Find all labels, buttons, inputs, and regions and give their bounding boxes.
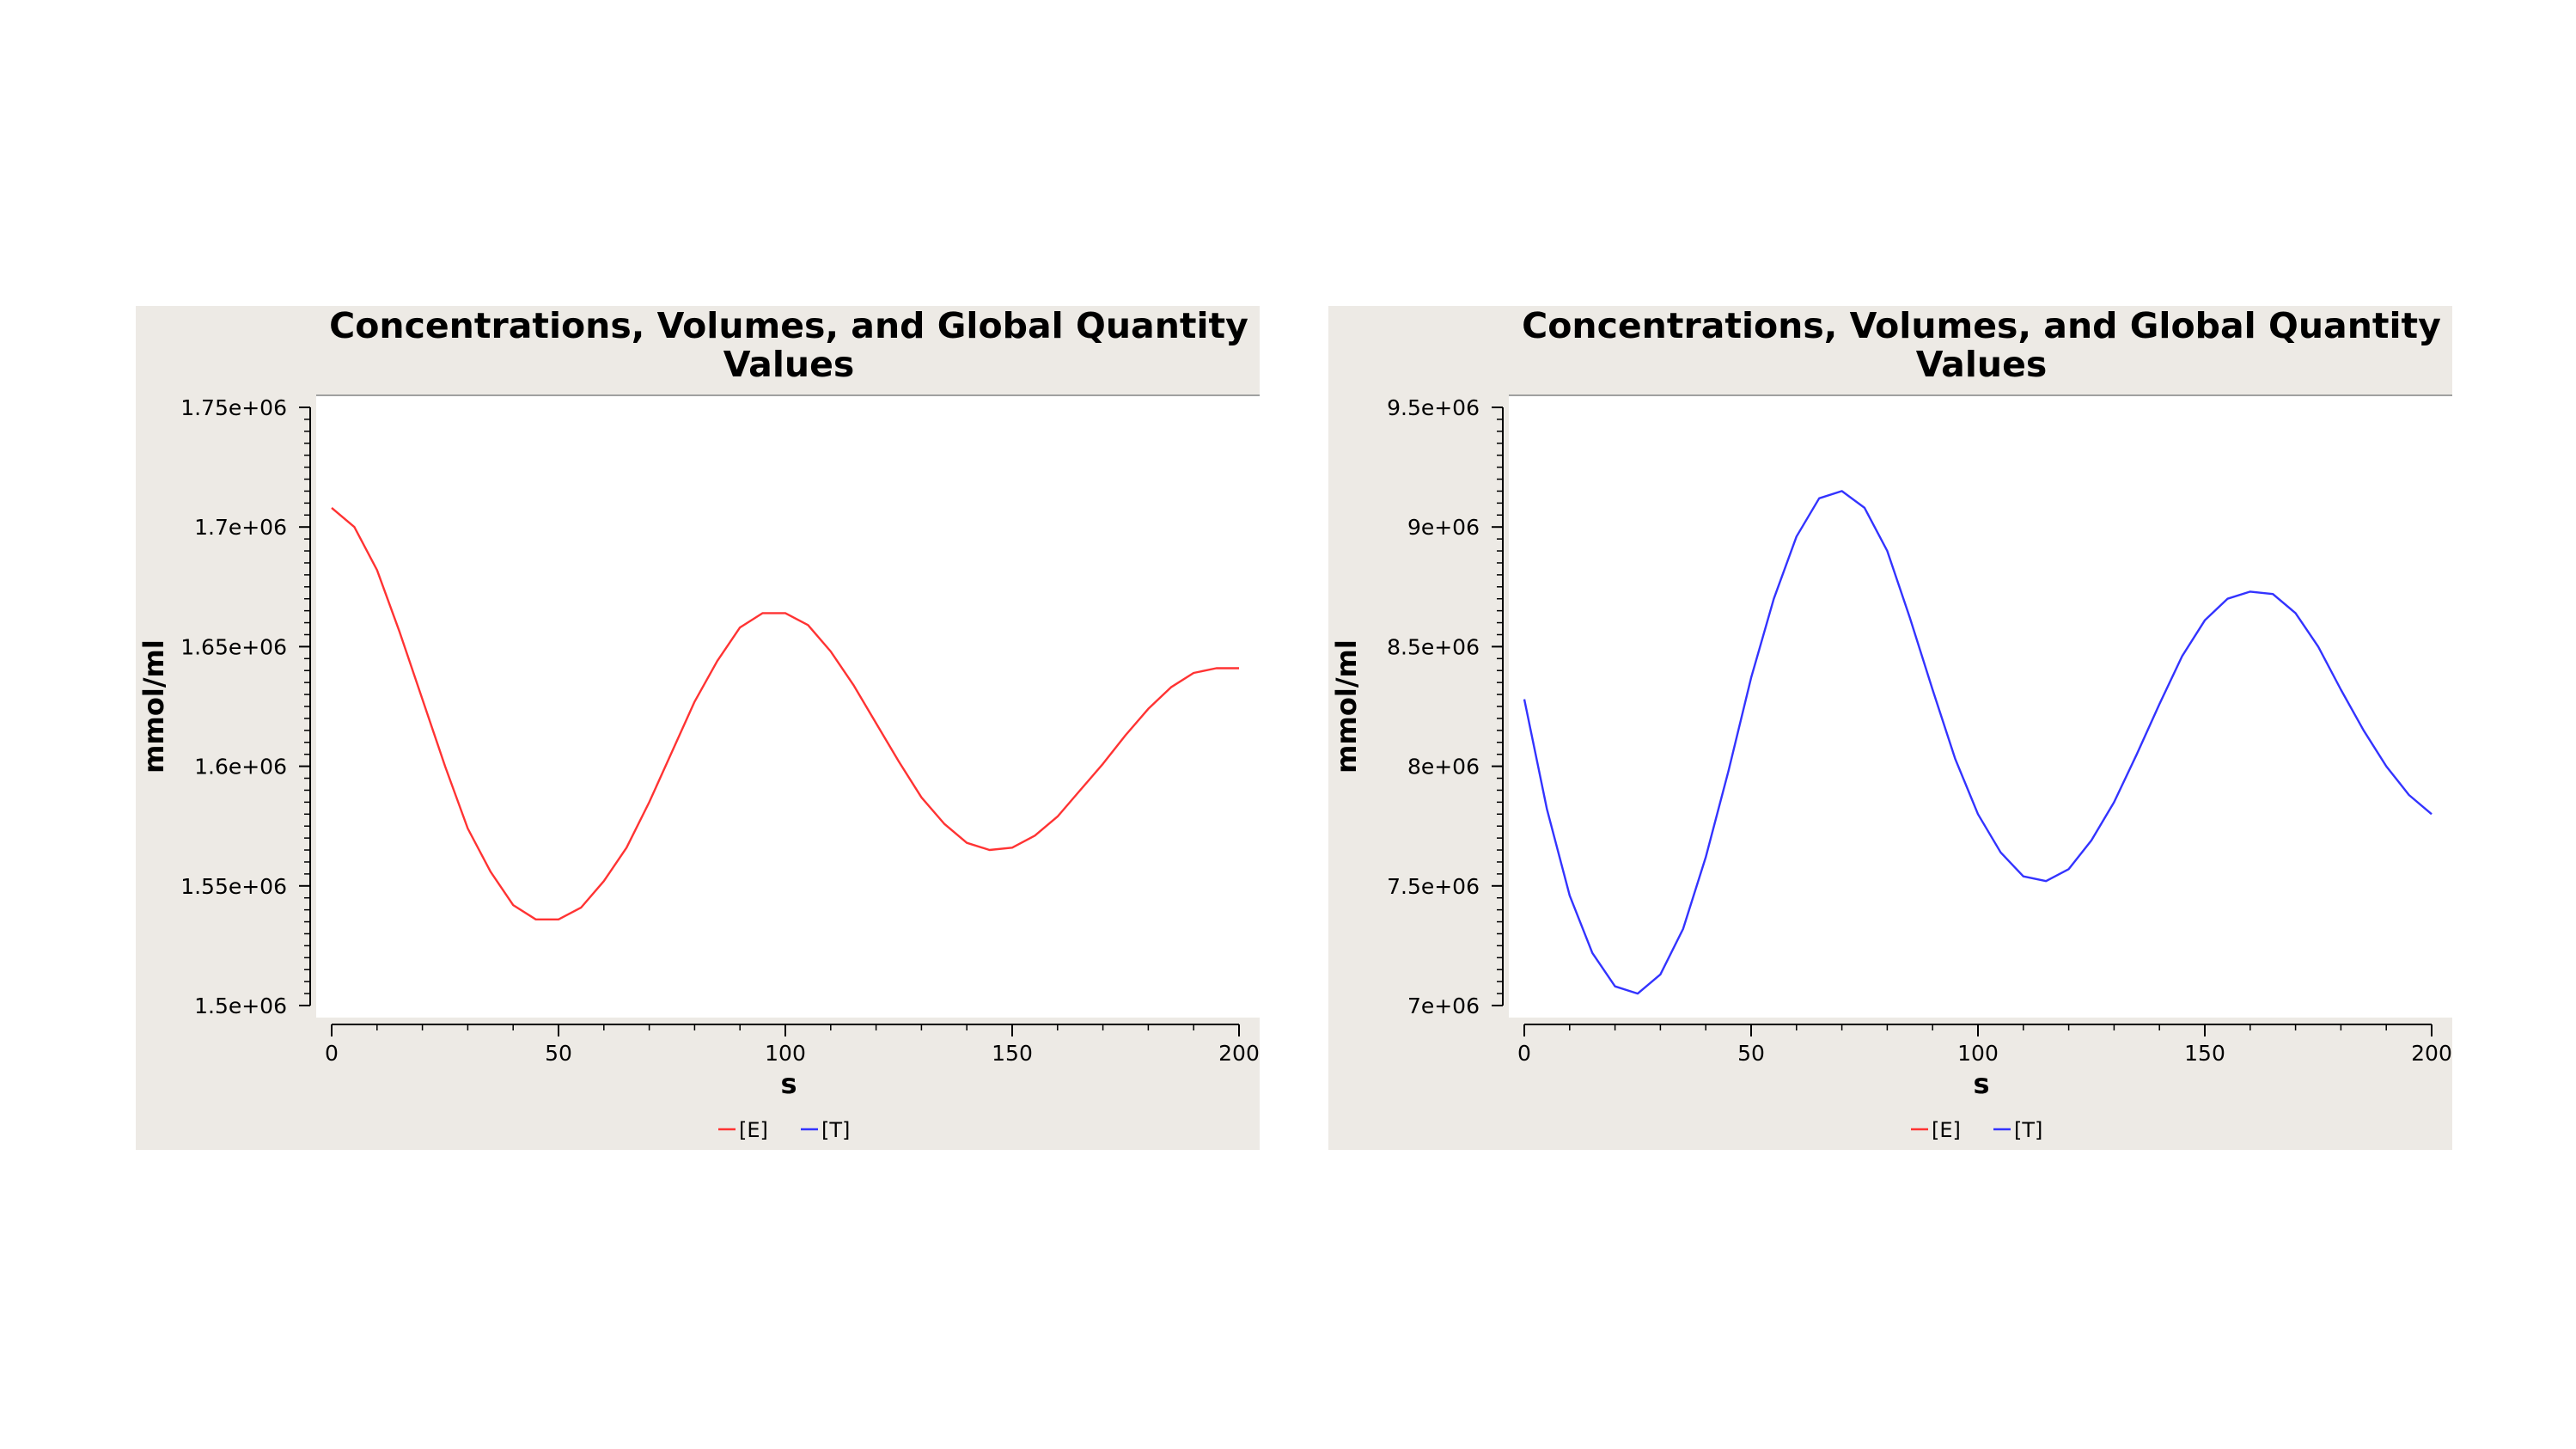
chart-title-line: Values: [723, 344, 855, 385]
chart-left: Concentrations, Volumes, and Global Quan…: [137, 306, 1260, 1142]
x-tick-label: 50: [545, 1041, 572, 1066]
y-axis-label: mmol/ml: [1330, 639, 1363, 773]
y-tick-label: 1.6e+06: [194, 755, 287, 780]
chart-title-line: Concentrations, Volumes, and Global Quan…: [329, 306, 1248, 346]
x-axis-label: s: [780, 1067, 797, 1100]
legend-label-t: [T]: [2014, 1118, 2042, 1142]
chart-panel-right: Concentrations, Volumes, and Global Quan…: [1328, 306, 2452, 1150]
x-tick-label: 0: [325, 1041, 339, 1066]
y-tick-label: 7e+06: [1407, 994, 1480, 1018]
x-tick-label: 200: [1218, 1041, 1260, 1066]
series-line-t: [1523, 490, 2433, 995]
x-tick-label: 100: [1957, 1041, 1999, 1066]
chart-title-line: Values: [1916, 344, 2048, 385]
y-tick-label: 1.55e+06: [180, 874, 287, 899]
plot-area: [1509, 395, 2452, 1018]
y-tick-label: 1.7e+06: [194, 515, 287, 540]
x-tick-label: 0: [1517, 1041, 1531, 1066]
y-tick-label: 1.65e+06: [180, 634, 287, 659]
x-tick-label: 150: [992, 1041, 1033, 1066]
legend-label-e: [E]: [1932, 1118, 1961, 1142]
y-tick-label: 1.75e+06: [180, 395, 287, 420]
x-tick-label: 150: [2184, 1041, 2225, 1066]
y-tick-label: 8e+06: [1407, 755, 1480, 780]
legend-label-t: [T]: [821, 1118, 850, 1142]
y-tick-label: 7.5e+06: [1387, 874, 1480, 899]
series-line-e: [331, 506, 1239, 920]
y-tick-label: 9.5e+06: [1387, 395, 1480, 420]
x-tick-label: 50: [1737, 1041, 1765, 1066]
chart-right: Concentrations, Volumes, and Global Quan…: [1330, 306, 2452, 1142]
y-tick-label: 8.5e+06: [1387, 634, 1480, 659]
y-tick-label: 1.5e+06: [194, 994, 287, 1018]
chart-title-line: Concentrations, Volumes, and Global Quan…: [1522, 306, 2441, 346]
legend-label-e: [E]: [739, 1118, 768, 1142]
y-tick-label: 9e+06: [1407, 515, 1480, 540]
plot-area: [316, 395, 1260, 1018]
x-tick-label: 200: [2411, 1041, 2452, 1066]
chart-panel-left: Concentrations, Volumes, and Global Quan…: [136, 306, 1260, 1150]
y-axis-label: mmol/ml: [137, 639, 170, 773]
x-axis-label: s: [1973, 1067, 1989, 1100]
x-tick-label: 100: [765, 1041, 806, 1066]
